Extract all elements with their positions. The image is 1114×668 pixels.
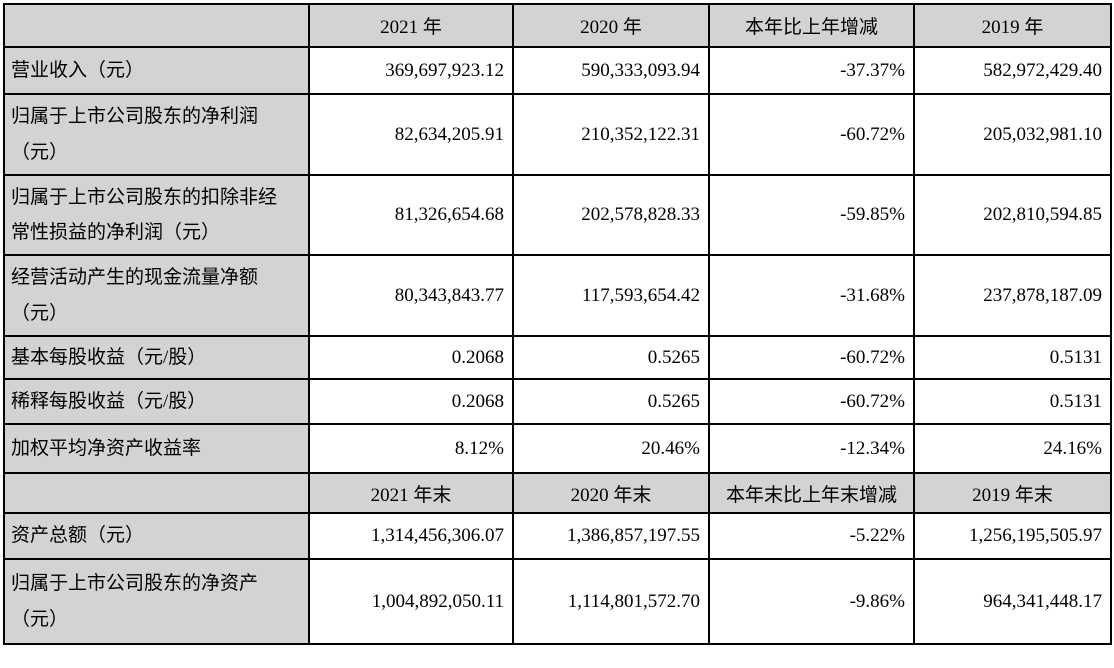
value-cell: 0.2068 <box>308 378 514 425</box>
table-row: 经营活动产生的现金流量净额 （元） 80,343,843.77 117,593,65… <box>3 254 1112 337</box>
value-cell: 20.46% <box>512 423 710 474</box>
value-cell: 1,256,195,505.97 <box>913 512 1112 560</box>
value-cell: 964,341,448.17 <box>913 558 1112 645</box>
key-financials-table-body: 2021 年 2020 年本年比上年增减 2019 年营业收入（元） 369,697,… <box>3 3 1112 645</box>
value-cell: 1,004,892,050.11 <box>308 558 514 645</box>
value-cell: -12.34% <box>708 423 915 474</box>
table-row: 营业收入（元） 369,697,923.12 590,333,093.94 -37.3… <box>3 46 1112 95</box>
value-cell: 117,593,654.42 <box>512 254 710 337</box>
value-cell: 205,032,981.10 <box>913 93 1112 176</box>
row-label-cell: 归属于上市公司股东的扣除非经 常性损益的净利润（元） <box>3 174 310 256</box>
header-cell: 2020 年末 <box>512 472 710 514</box>
table-row: 资产总额（元） 1,314,456,306.07 1,386,857,197.55-… <box>3 512 1112 560</box>
corner-cell <box>3 3 310 48</box>
value-cell: -5.22% <box>708 512 915 560</box>
value-cell: -60.72% <box>708 378 915 425</box>
value-cell: 82,634,205.91 <box>308 93 514 176</box>
row-label-cell: 经营活动产生的现金流量净额 （元） <box>3 254 310 337</box>
header-row-1: 2021 年 2020 年本年比上年增减 2019 年 <box>3 3 1112 48</box>
value-cell: 1,386,857,197.55 <box>512 512 710 560</box>
value-cell: 210,352,122.31 <box>512 93 710 176</box>
row-label-cell: 加权平均净资产收益率 <box>3 423 310 474</box>
value-cell: 1,314,456,306.07 <box>308 512 514 560</box>
value-cell: 237,878,187.09 <box>913 254 1112 337</box>
header-row-2: 2021 年末 2020 年末 本年末比上年末增减 2019 年末 <box>3 472 1112 514</box>
row-label-cell: 稀释每股收益（元/股） <box>3 378 310 425</box>
value-cell: 369,697,923.12 <box>308 46 514 95</box>
value-cell: 0.5131 <box>913 335 1112 380</box>
header-cell: 2020 年 <box>512 3 710 48</box>
value-cell: 202,810,594.85 <box>913 174 1112 256</box>
header-cell: 2021 年 <box>308 3 514 48</box>
value-cell: -60.72% <box>708 93 915 176</box>
value-cell: 0.5265 <box>512 378 710 425</box>
row-label-cell: 归属于上市公司股东的净资产 （元） <box>3 558 310 645</box>
row-label-cell: 归属于上市公司股东的净利润 （元） <box>3 93 310 176</box>
value-cell: 1,114,801,572.70 <box>512 558 710 645</box>
table-row: 加权平均净资产收益率 8.12% 20.46% -12.34% 24.16% <box>3 423 1112 474</box>
table-row: 归属于上市公司股东的净资产 （元） 1,004,892,050.11 1,114,8… <box>3 558 1112 645</box>
value-cell: 80,343,843.77 <box>308 254 514 337</box>
header-cell: 本年末比上年末增减 <box>708 472 915 514</box>
value-cell: 590,333,093.94 <box>512 46 710 95</box>
table-row: 稀释每股收益（元/股） 0.2068 0.5265 -60.72% 0.5131 <box>3 378 1112 425</box>
value-cell: 24.16% <box>913 423 1112 474</box>
value-cell: 0.2068 <box>308 335 514 380</box>
row-label-cell: 基本每股收益（元/股） <box>3 335 310 380</box>
value-cell: -31.68% <box>708 254 915 337</box>
value-cell: 582,972,429.40 <box>913 46 1112 95</box>
value-cell: 0.5131 <box>913 378 1112 425</box>
value-cell: -59.85% <box>708 174 915 256</box>
value-cell: -37.37% <box>708 46 915 95</box>
value-cell: -60.72% <box>708 335 915 380</box>
table-row: 基本每股收益（元/股） 0.2068 0.5265 -60.72% 0.5131 <box>3 335 1112 380</box>
key-financials-table: 2021 年 2020 年本年比上年增减 2019 年营业收入（元） 369,697,… <box>3 3 1112 645</box>
value-cell: 202,578,828.33 <box>512 174 710 256</box>
table-row: 归属于上市公司股东的净利润 （元） 82,634,205.91 210,352,12… <box>3 93 1112 176</box>
value-cell: 81,326,654.68 <box>308 174 514 256</box>
row-label-cell: 营业收入（元） <box>3 46 310 95</box>
table-row: 归属于上市公司股东的扣除非经 常性损益的净利润（元） 81,326,654.68 2… <box>3 174 1112 256</box>
header-cell: 2019 年 <box>913 3 1112 48</box>
value-cell: 8.12% <box>308 423 514 474</box>
value-cell: 0.5265 <box>512 335 710 380</box>
header-cell: 2019 年末 <box>913 472 1112 514</box>
header-cell: 2021 年末 <box>308 472 514 514</box>
row-label-cell: 资产总额（元） <box>3 512 310 560</box>
corner-cell <box>3 472 310 514</box>
value-cell: -9.86% <box>708 558 915 645</box>
header-cell: 本年比上年增减 <box>708 3 915 48</box>
